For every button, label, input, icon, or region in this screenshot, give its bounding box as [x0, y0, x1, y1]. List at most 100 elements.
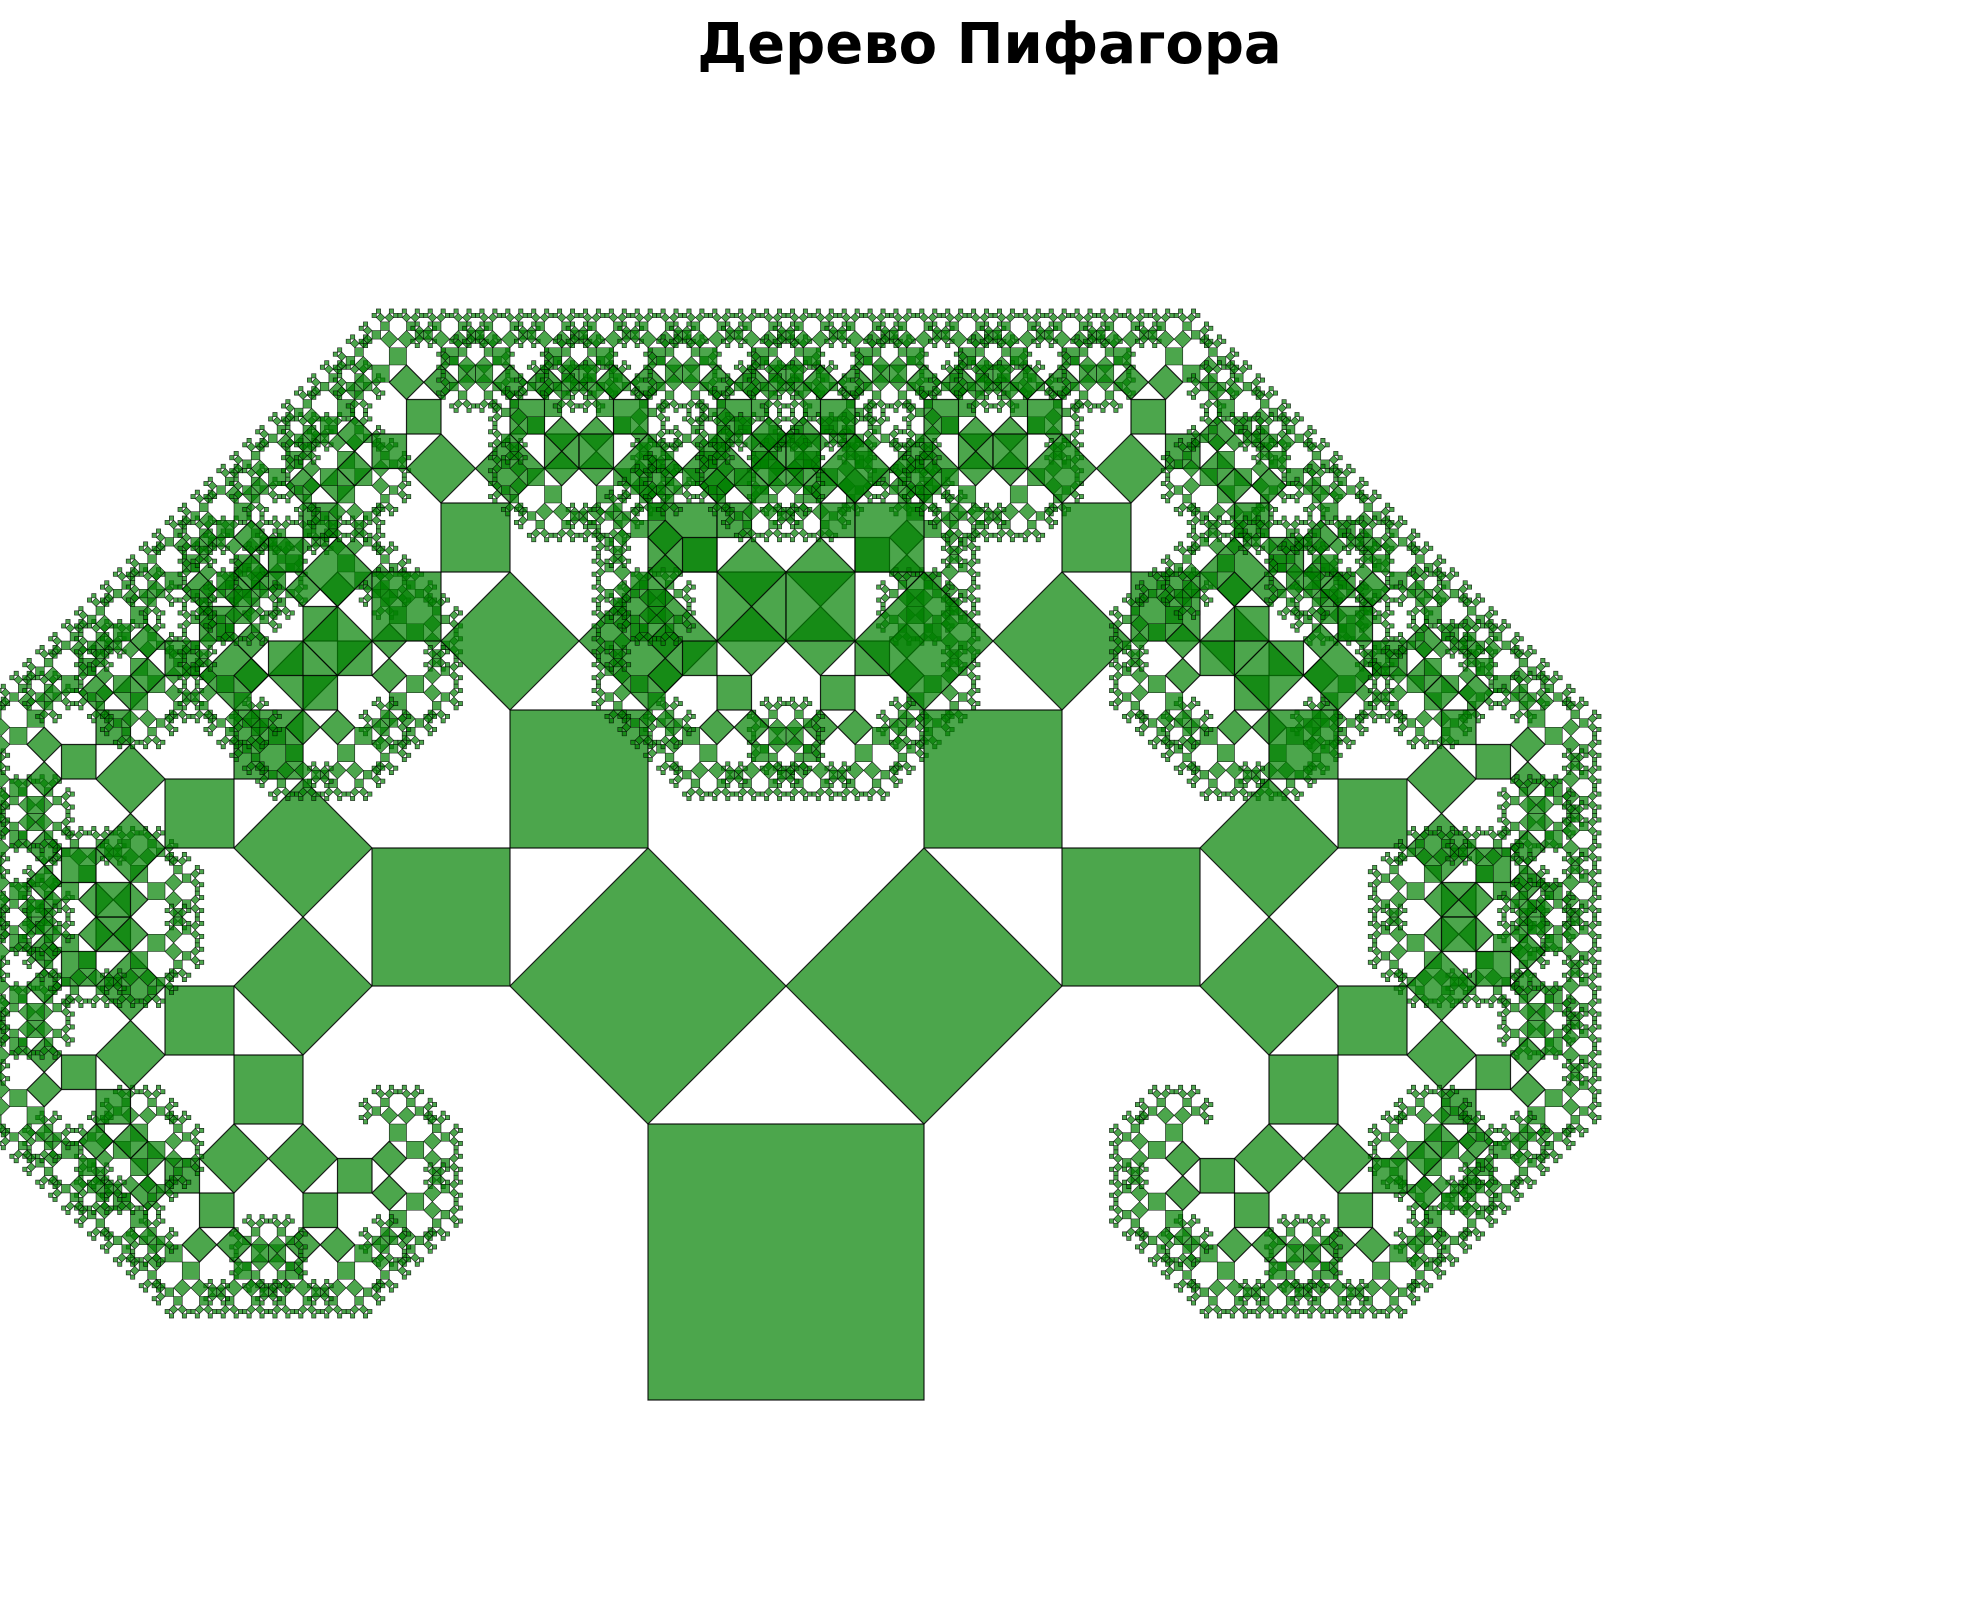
tree-square: [682, 403, 688, 409]
tree-square: [164, 519, 170, 525]
tree-square: [315, 1309, 321, 1315]
tree-square: [363, 1287, 373, 1297]
tree-square: [647, 744, 653, 750]
tree-square: [0, 705, 6, 711]
tree-square: [397, 312, 403, 318]
tree-square: [781, 532, 787, 538]
tree-square: [595, 550, 601, 556]
tree-square: [445, 1231, 450, 1237]
tree-square: [552, 381, 563, 392]
tree-square: [453, 1175, 459, 1181]
tree-square: [380, 1106, 399, 1125]
tree-square: [61, 998, 67, 1004]
tree-square: [255, 778, 261, 784]
tree-square: [686, 312, 696, 323]
tree-square: [751, 795, 757, 801]
tree-square: [69, 791, 75, 797]
tree-square: [884, 403, 890, 409]
tree-square: [591, 545, 597, 551]
tree-square: [453, 1171, 459, 1177]
tree-square: [190, 946, 200, 957]
tree-square: [445, 1166, 450, 1172]
tree-square: [660, 308, 666, 314]
tree-square: [56, 946, 62, 952]
tree-square: [997, 321, 1002, 327]
tree-square: [656, 381, 666, 392]
tree-square: [514, 325, 519, 331]
tree-square: [121, 1192, 127, 1198]
tree-square: [199, 1140, 205, 1146]
tree-square: [449, 1136, 459, 1146]
tree-square: [867, 498, 873, 504]
tree-square: [363, 1119, 368, 1125]
tree-square: [790, 761, 795, 767]
tree-square: [449, 1214, 459, 1224]
tree-square: [48, 709, 58, 720]
tree-square: [384, 761, 394, 771]
tree-square: [733, 511, 744, 521]
tree-square: [445, 1179, 450, 1185]
tree-square: [147, 882, 166, 901]
tree-square: [363, 511, 373, 521]
tree-square: [677, 765, 683, 771]
tree-square: [781, 416, 787, 422]
tree-square: [604, 692, 614, 702]
tree-square: [673, 744, 679, 750]
tree-square: [190, 519, 196, 525]
tree-square: [626, 312, 632, 318]
tree-square: [660, 425, 666, 430]
tree-square: [578, 330, 588, 340]
tree-square: [190, 662, 196, 668]
tree-square: [475, 403, 481, 409]
tree-square: [362, 593, 373, 603]
tree-square: [203, 494, 209, 499]
tree-square: [975, 584, 981, 590]
tree-square: [501, 485, 511, 495]
tree-square: [802, 744, 813, 754]
tree-square: [52, 1028, 62, 1039]
tree-square: [78, 951, 97, 970]
tree-square: [867, 407, 873, 413]
tree-square: [626, 649, 632, 655]
tree-square: [889, 364, 908, 383]
tree-square: [453, 679, 459, 685]
tree-square: [147, 1097, 157, 1108]
tree-square: [130, 1261, 136, 1267]
tree-square: [198, 1192, 235, 1229]
tree-square: [259, 446, 265, 452]
tree-square: [82, 1205, 88, 1211]
tree-square: [457, 1179, 463, 1185]
tree-square: [621, 601, 627, 607]
tree-square: [181, 550, 187, 556]
tree-square: [43, 959, 54, 970]
tree-square: [971, 679, 977, 685]
tree-square: [0, 873, 6, 879]
tree-square: [514, 338, 519, 344]
tree-square: [595, 606, 601, 612]
tree-square: [962, 597, 968, 603]
tree-square: [841, 783, 847, 788]
tree-square: [725, 394, 731, 400]
tree-square: [388, 1084, 394, 1090]
tree-square: [388, 541, 394, 547]
tree-square: [932, 567, 938, 573]
tree-square: [259, 588, 269, 599]
tree-square: [138, 709, 157, 728]
tree-square: [104, 826, 110, 832]
tree-square: [453, 312, 463, 323]
tree-square: [177, 1114, 187, 1125]
tree-square: [966, 584, 977, 594]
tree-square: [802, 485, 813, 495]
tree-square: [720, 312, 731, 323]
tree-square: [414, 1084, 420, 1090]
tree-square: [263, 636, 269, 642]
tree-square: [643, 481, 649, 487]
tree-square: [121, 1244, 131, 1254]
tree-square: [52, 1110, 58, 1116]
tree-square: [595, 683, 601, 689]
tree-square: [52, 1002, 62, 1013]
tree-square: [190, 610, 196, 616]
tree-square: [591, 610, 597, 616]
tree-square: [151, 1296, 157, 1302]
tree-square: [134, 998, 140, 1004]
